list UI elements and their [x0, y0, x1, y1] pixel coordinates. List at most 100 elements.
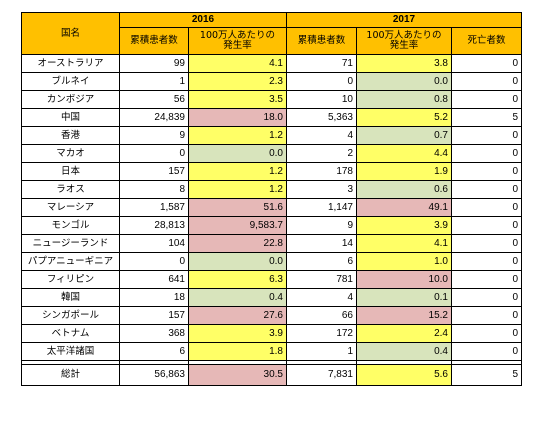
country-name: カンボジア	[21, 90, 120, 109]
cumulative-2017-cell: 1,147	[286, 198, 357, 217]
deaths-cell: 0	[451, 324, 522, 343]
rate-2017-cell: 3.9	[356, 216, 452, 235]
rate-2016-cell: 27.6	[188, 306, 287, 325]
table-row: フィリピン 641 6.3 781 10.0 0	[21, 270, 522, 289]
cumulative-2016-cell: 368	[119, 324, 189, 343]
cumulative-2017-cell: 4	[286, 288, 357, 307]
rate-2017-header: 100万人あたりの 発生率	[356, 27, 452, 55]
cumulative-2016-cell: 24,839	[119, 108, 189, 127]
table-row: パプアニューギニア 0 0.0 6 1.0 0	[21, 252, 522, 271]
deaths-cell: 0	[451, 72, 522, 91]
country-name: フィリピン	[21, 270, 120, 289]
country-name: 中国	[21, 108, 120, 127]
rate-2016-cell: 1.8	[188, 342, 287, 361]
rate-2016-cell: 2.3	[188, 72, 287, 91]
country-name: パプアニューギニア	[21, 252, 120, 271]
cumulative-2017-cell: 6	[286, 252, 357, 271]
rate-header-line2: 発生率	[223, 40, 252, 51]
rate-2016-cell: 1.2	[188, 126, 287, 145]
rate-2017-cell: 0.6	[356, 180, 452, 199]
table-row: カンボジア 56 3.5 10 0.8 0	[21, 90, 522, 109]
rate-2016-cell: 6.3	[188, 270, 287, 289]
rate-2017-cell: 0.1	[356, 288, 452, 307]
country-header: 国名	[21, 12, 120, 55]
country-name: マレーシア	[21, 198, 120, 217]
cumulative-2017-cell: 172	[286, 324, 357, 343]
country-name: ブルネイ	[21, 72, 120, 91]
total-rate-2017: 5.6	[356, 364, 452, 386]
rate-2016-cell: 18.0	[188, 108, 287, 127]
rate-2016-cell: 51.6	[188, 198, 287, 217]
table-row: 中国 24,839 18.0 5,363 5.2 5	[21, 108, 522, 127]
cumulative-2017-cell: 0	[286, 72, 357, 91]
cumulative-2016-cell: 104	[119, 234, 189, 253]
cumulative-2017-header: 累積患者数	[286, 27, 357, 55]
total-row: 総計 56,863 30.5 7,831 5.6 5	[21, 364, 522, 386]
total-deaths: 5	[451, 364, 522, 386]
table-row: 韓国 18 0.4 4 0.1 0	[21, 288, 522, 307]
rate-2017-cell: 4.1	[356, 234, 452, 253]
deaths-header: 死亡者数	[451, 27, 522, 55]
table-body: オーストラリア 99 4.1 71 3.8 0 ブルネイ 1 2.3 0 0.0 0 カンボジア 56 3.…	[21, 54, 522, 361]
rate-2017-cell: 0.0	[356, 72, 452, 91]
deaths-cell: 0	[451, 270, 522, 289]
cumulative-2016-cell: 0	[119, 144, 189, 163]
rate-2017-cell: 10.0	[356, 270, 452, 289]
country-name: ラオス	[21, 180, 120, 199]
country-name: 太平洋諸国	[21, 342, 120, 361]
table-row: マレーシア 1,587 51.6 1,147 49.1 0	[21, 198, 522, 217]
total-rate-2016: 30.5	[188, 364, 287, 386]
deaths-cell: 0	[451, 252, 522, 271]
table-row: オーストラリア 99 4.1 71 3.8 0	[21, 54, 522, 73]
cumulative-2017-cell: 9	[286, 216, 357, 235]
table-row: シンガポール 157 27.6 66 15.2 0	[21, 306, 522, 325]
rate-header-line2: 発生率	[389, 40, 419, 51]
rate-header-line1: 100万人あたりの	[199, 30, 276, 42]
table-row: ラオス 8 1.2 3 0.6 0	[21, 180, 522, 199]
cumulative-2016-cell: 28,813	[119, 216, 189, 235]
rate-2016-cell: 3.9	[188, 324, 287, 343]
year-2017-header: 2017	[286, 12, 522, 28]
country-name: オーストラリア	[21, 54, 120, 73]
deaths-cell: 0	[451, 288, 522, 307]
deaths-cell: 0	[451, 54, 522, 73]
deaths-cell: 0	[451, 162, 522, 181]
rate-2016-header: 100万人あたりの 発生率	[188, 27, 287, 55]
cumulative-2017-cell: 178	[286, 162, 357, 181]
rate-2017-cell: 2.4	[356, 324, 452, 343]
table-row: 日本 157 1.2 178 1.9 0	[21, 162, 522, 181]
deaths-cell: 5	[451, 108, 522, 127]
cumulative-2017-cell: 71	[286, 54, 357, 73]
rate-2017-cell: 3.8	[356, 54, 452, 73]
total-cumulative-2016: 56,863	[119, 364, 189, 386]
country-name: モンゴル	[21, 216, 120, 235]
country-name: 韓国	[21, 288, 120, 307]
cumulative-2017-cell: 14	[286, 234, 357, 253]
deaths-cell: 0	[451, 144, 522, 163]
header-row-years: 国名 2016 2017	[21, 12, 522, 55]
table-row: モンゴル 28,813 9,583.7 9 3.9 0	[21, 216, 522, 235]
rate-2017-cell: 0.4	[356, 342, 452, 361]
rate-2017-cell: 49.1	[356, 198, 452, 217]
deaths-cell: 0	[451, 180, 522, 199]
cumulative-2016-cell: 9	[119, 126, 189, 145]
total-label: 総計	[21, 364, 120, 386]
cumulative-2016-cell: 6	[119, 342, 189, 361]
table-row: 香港 9 1.2 4 0.7 0	[21, 126, 522, 145]
header-row-columns: 累積患者数 100万人あたりの 発生率 累積患者数 100万人あたりの 発生率 死亡…	[22, 27, 522, 55]
rate-2017-cell: 15.2	[356, 306, 452, 325]
country-name: 香港	[21, 126, 120, 145]
spacer-row	[21, 360, 522, 365]
rate-2016-cell: 3.5	[188, 90, 287, 109]
cumulative-2016-cell: 157	[119, 162, 189, 181]
table-footer: 総計 56,863 30.5 7,831 5.6 5	[21, 360, 522, 386]
cumulative-2017-cell: 781	[286, 270, 357, 289]
country-name: シンガポール	[21, 306, 120, 325]
cumulative-2017-cell: 10	[286, 90, 357, 109]
country-name: 日本	[21, 162, 120, 181]
deaths-cell: 0	[451, 234, 522, 253]
rate-2017-cell: 4.4	[356, 144, 452, 163]
cumulative-2017-cell: 4	[286, 126, 357, 145]
cumulative-2017-cell: 3	[286, 180, 357, 199]
cumulative-2016-header: 累積患者数	[119, 27, 189, 55]
